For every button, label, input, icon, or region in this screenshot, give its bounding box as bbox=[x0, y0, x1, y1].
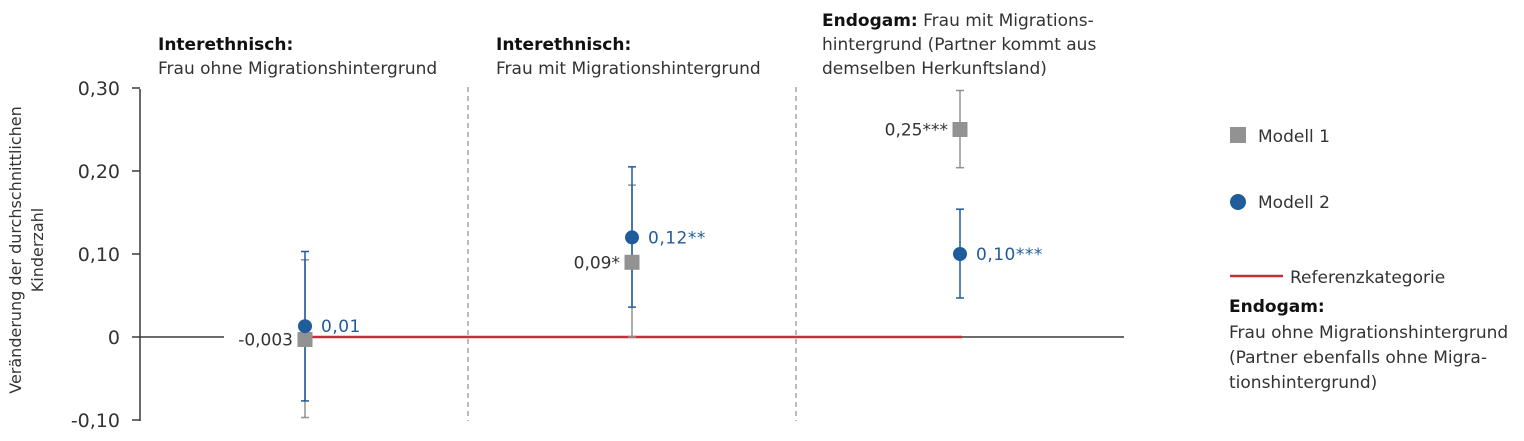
data-point-modell-1 bbox=[297, 331, 313, 347]
category-header-line: demselben Herkunftsland) bbox=[822, 59, 1047, 79]
category-header-text: Frau mit Migrationshintergrund bbox=[496, 59, 761, 79]
data-point-modell-1 bbox=[952, 122, 968, 137]
y-axis-title-line1: Veränderung der durchschnittlichen bbox=[6, 106, 25, 394]
data-point-modell-1 bbox=[624, 254, 640, 270]
data-label-modell-1: 0,25*** bbox=[885, 121, 948, 141]
category-header-line: hintergrund (Partner kommt aus bbox=[822, 35, 1096, 55]
category-header-line: Endogam: Frau mit Migrations- bbox=[822, 11, 1094, 31]
y-tick-label: 0 bbox=[108, 327, 120, 349]
data-label-modell-2: 0,01 bbox=[321, 317, 361, 337]
legend-circle-icon bbox=[1230, 194, 1246, 210]
category-header-text: Frau ohne Migrationshintergrund bbox=[158, 59, 437, 79]
data-point-modell-2 bbox=[298, 319, 312, 334]
category-header-text: demselben Herkunftsland) bbox=[822, 59, 1047, 79]
category-header-line: Interethnisch: bbox=[496, 35, 631, 55]
legend-reference-description: Frau ohne Migrationshintergrund bbox=[1229, 323, 1508, 343]
y-tick-label: 0,30 bbox=[78, 78, 120, 100]
category-header-line: Interethnisch: bbox=[158, 35, 293, 55]
y-tick-label: -0,10 bbox=[71, 410, 120, 432]
category-header-bold: Interethnisch: bbox=[496, 35, 631, 55]
legend-label-modell-2: Modell 2 bbox=[1258, 193, 1330, 213]
y-tick-label: 0,20 bbox=[78, 161, 120, 183]
category-header-line: Frau mit Migrationshintergrund bbox=[496, 59, 761, 79]
y-tick-label: 0,10 bbox=[78, 244, 120, 266]
category-header-line: Frau ohne Migrationshintergrund bbox=[158, 59, 437, 79]
data-label-modell-1: -0,003 bbox=[238, 330, 293, 350]
y-axis-title-line2: Kinderzahl bbox=[28, 208, 47, 292]
data-label-modell-1: 0,09* bbox=[574, 253, 620, 273]
category-header-bold: Interethnisch: bbox=[158, 35, 293, 55]
category-header-text: hintergrund (Partner kommt aus bbox=[822, 35, 1096, 55]
legend-square-icon bbox=[1230, 127, 1246, 143]
data-label-modell-2: 0,10*** bbox=[976, 245, 1043, 265]
legend-label-modell-1: Modell 1 bbox=[1258, 127, 1330, 147]
data-point-modell-2 bbox=[953, 247, 967, 261]
category-header-bold: Endogam: bbox=[822, 11, 918, 31]
legend-label-reference: Referenzkategorie bbox=[1290, 268, 1445, 288]
data-label-modell-2: 0,12** bbox=[648, 228, 706, 248]
legend-reference-title: Endogam: bbox=[1229, 297, 1325, 317]
legend-reference-description: tionshintergrund) bbox=[1229, 373, 1377, 393]
legend-reference-description: (Partner ebenfalls ohne Migra- bbox=[1229, 348, 1487, 368]
data-point-modell-2 bbox=[625, 230, 639, 245]
category-header-text: Frau mit Migrations- bbox=[918, 11, 1094, 31]
